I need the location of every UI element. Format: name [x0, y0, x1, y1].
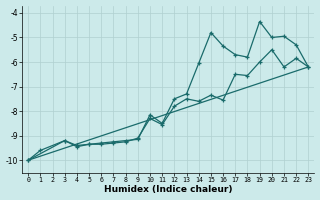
- X-axis label: Humidex (Indice chaleur): Humidex (Indice chaleur): [104, 185, 233, 194]
